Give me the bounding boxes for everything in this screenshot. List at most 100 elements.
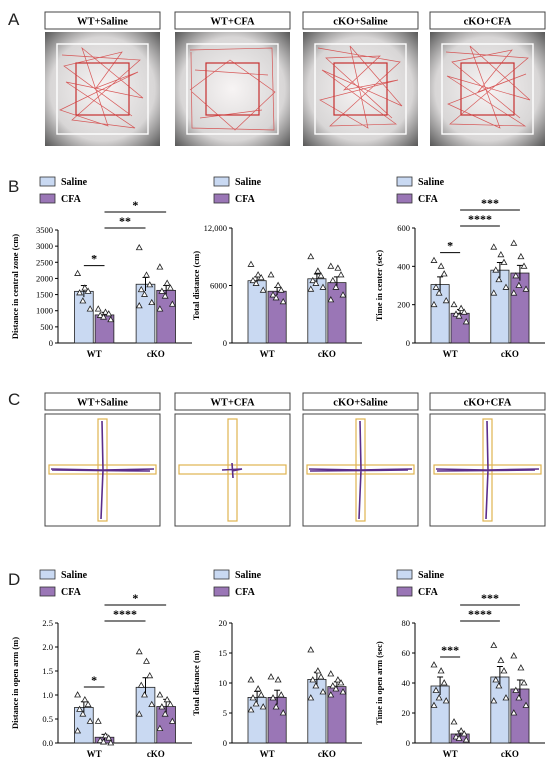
data-point [247,676,255,683]
data-point [102,731,109,739]
data-point [437,262,445,269]
group-label: WT+Saline [77,17,128,28]
group-label: cKO+CFA [464,17,512,28]
data-point [430,701,438,708]
category-label-cko: cKO [501,749,519,759]
data-point [492,266,500,273]
data-point [274,281,282,288]
data-point [500,258,508,265]
legend-swatch-cfa [396,193,413,204]
data-point [337,679,345,686]
group-label: cKO+CFA [464,398,512,409]
data-point [105,734,113,741]
data-point [148,700,156,707]
data-point [520,679,528,686]
category-label-wt: WT [443,749,458,759]
y-tick-label: 15 [219,648,228,658]
data-point [440,679,448,686]
data-point [312,279,320,286]
data-point [327,296,335,303]
significance-label: *** [481,196,499,210]
open-field-wt-cfa: WT+CFA [174,11,291,146]
significance-label: * [447,239,453,253]
y-tick-label: 0 [406,338,410,348]
data-point [452,310,460,317]
legend-swatch-saline [213,176,230,187]
data-point [450,300,458,308]
data-point [96,311,104,318]
data-point [141,290,148,297]
data-point [457,304,465,311]
data-point [339,688,347,695]
open-field-cko-saline: cKO+Saline [302,11,419,146]
category-label-wt: WT [87,349,102,359]
plus-maze-wt-cfa: WT+CFA [174,392,291,527]
data-point [319,688,327,695]
data-point [495,275,503,283]
data-point [76,289,84,296]
data-point [146,671,154,679]
data-point [100,738,107,745]
y-tick-label: 5 [223,708,227,718]
data-point [460,308,468,315]
bar-chart-2: Saline CFA 0 6000 12,000 Total distance (cm) W… [191,176,362,359]
data-point [86,305,94,312]
data-point [327,670,335,677]
data-point [307,252,315,260]
data-point [163,279,171,286]
significance-label: *** [481,591,499,605]
data-point [135,710,143,717]
data-point [84,287,92,294]
data-point [168,717,176,724]
data-point [247,706,255,713]
movement-track [59,46,144,129]
category-label-wt: WT [87,749,102,759]
data-point [107,739,115,746]
y-tick-label: 1000 [36,306,53,316]
data-point [440,270,448,277]
data-point [166,700,174,707]
data-point [74,691,82,698]
legend-label-cfa: CFA [235,587,256,598]
data-point [327,262,335,269]
data-point [146,281,154,288]
legend-label-cfa: CFA [61,194,82,205]
significance-label: * [91,252,97,266]
data-point [437,667,445,674]
data-point [257,691,265,698]
data-point [156,263,164,270]
y-tick-label: 20 [402,708,411,718]
legend-swatch-cfa [39,193,56,204]
data-point [462,736,470,743]
data-point [135,243,143,251]
significance-label: *** [441,643,459,657]
data-point [510,709,518,716]
category-label-cko: cKO [318,349,336,359]
legend-label-cfa: CFA [418,587,439,598]
data-point [94,305,102,312]
data-point [520,262,528,269]
y-tick-label: 0 [223,338,227,348]
data-point [272,703,280,710]
data-point [309,276,317,284]
data-point [510,289,518,296]
data-point [490,641,498,648]
data-point [312,682,320,689]
y-tick-label: 10 [219,678,228,688]
data-point [462,318,470,325]
data-point [309,676,317,683]
data-point [269,291,277,298]
bar-chart-1: Saline CFA 0 500 1000 1500 2000 2500 3000 3500 Dis… [10,176,192,359]
data-point [143,271,150,278]
data-point [522,701,530,708]
data-point [156,724,164,731]
panel-letter-b: B [8,177,19,196]
y-tick-label: 1.5 [42,666,53,676]
legend-swatch-saline [396,176,413,187]
data-point [168,300,176,307]
data-point [435,694,443,701]
data-point [432,283,440,290]
data-point [307,285,315,292]
data-point [272,294,280,301]
